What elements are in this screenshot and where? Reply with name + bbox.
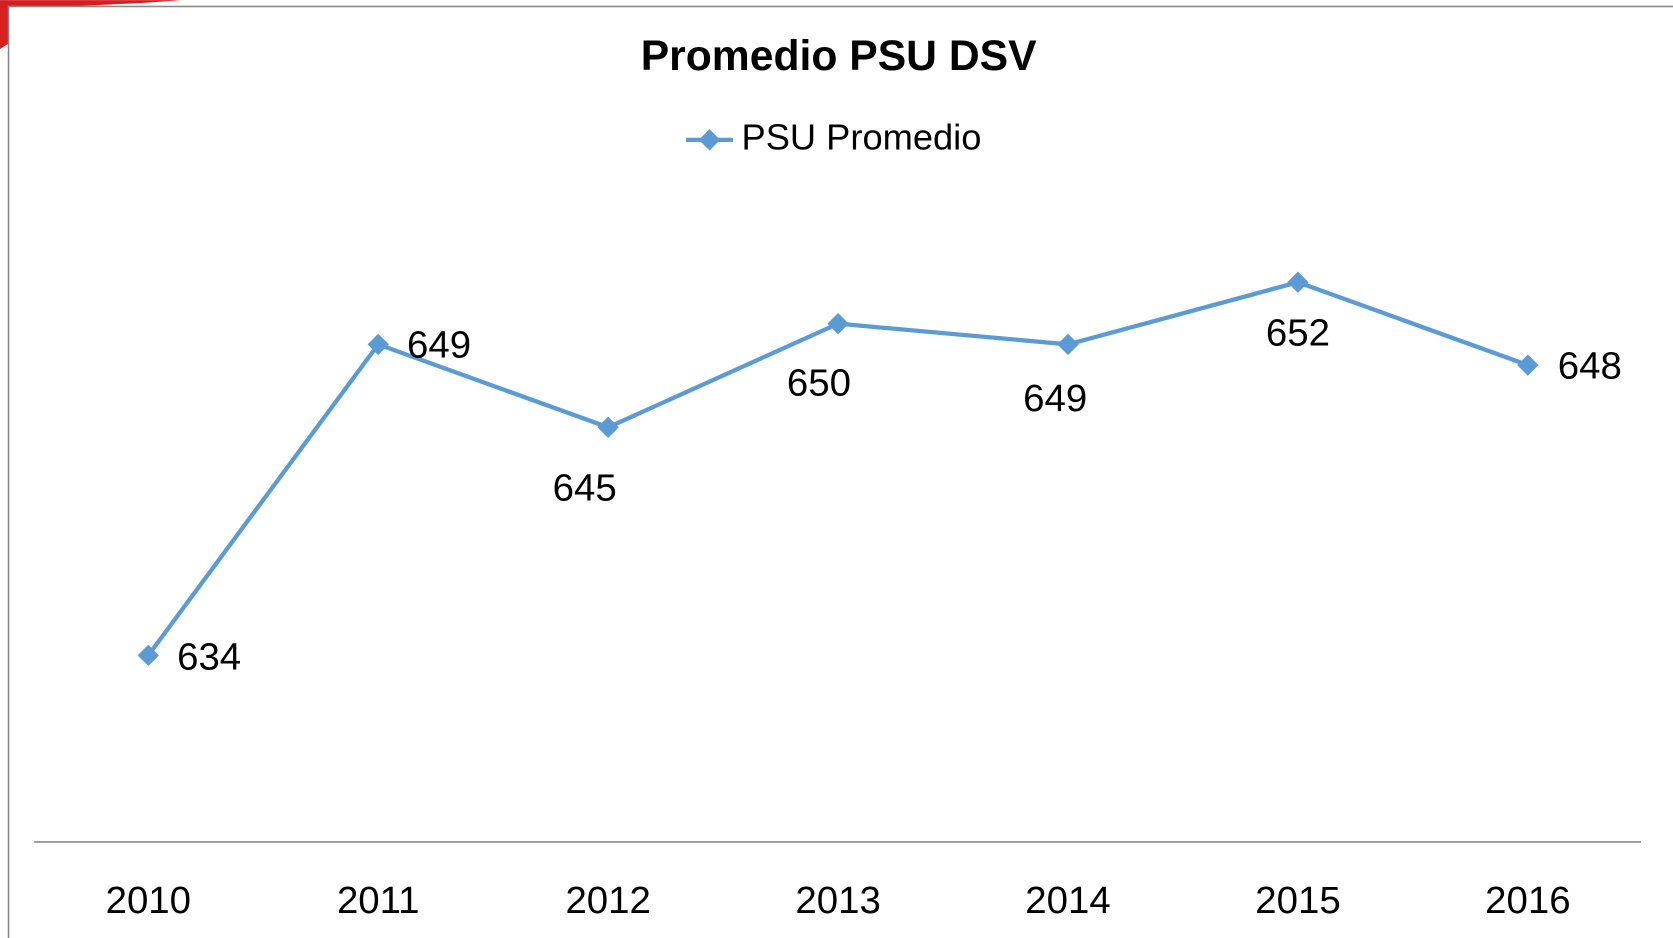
data-label: 634	[177, 636, 241, 679]
point-marker	[597, 416, 619, 438]
legend-marker	[698, 129, 721, 151]
point-marker	[827, 312, 849, 335]
point-marker	[1517, 354, 1539, 376]
x-tick-label: 2016	[1485, 879, 1570, 922]
point-marker	[1057, 333, 1079, 356]
data-label: 648	[1558, 344, 1622, 387]
chart-title: Promedio PSU DSV	[641, 32, 1037, 80]
data-label: 650	[787, 362, 851, 405]
legend-label: PSU Promedio	[742, 116, 982, 157]
x-tick-label: 2010	[106, 879, 191, 922]
x-tick-label: 2012	[565, 879, 650, 922]
x-tick-label: 2014	[1025, 879, 1110, 922]
data-label: 645	[553, 466, 617, 509]
x-tick-label: 2013	[795, 879, 880, 922]
x-tick-label: 2011	[337, 879, 420, 922]
data-label: 649	[1023, 377, 1087, 420]
point-marker	[137, 644, 159, 667]
data-label: 652	[1266, 312, 1330, 355]
x-tick-label: 2015	[1255, 879, 1340, 922]
point-marker	[1287, 271, 1309, 293]
data-label: 649	[407, 324, 471, 367]
